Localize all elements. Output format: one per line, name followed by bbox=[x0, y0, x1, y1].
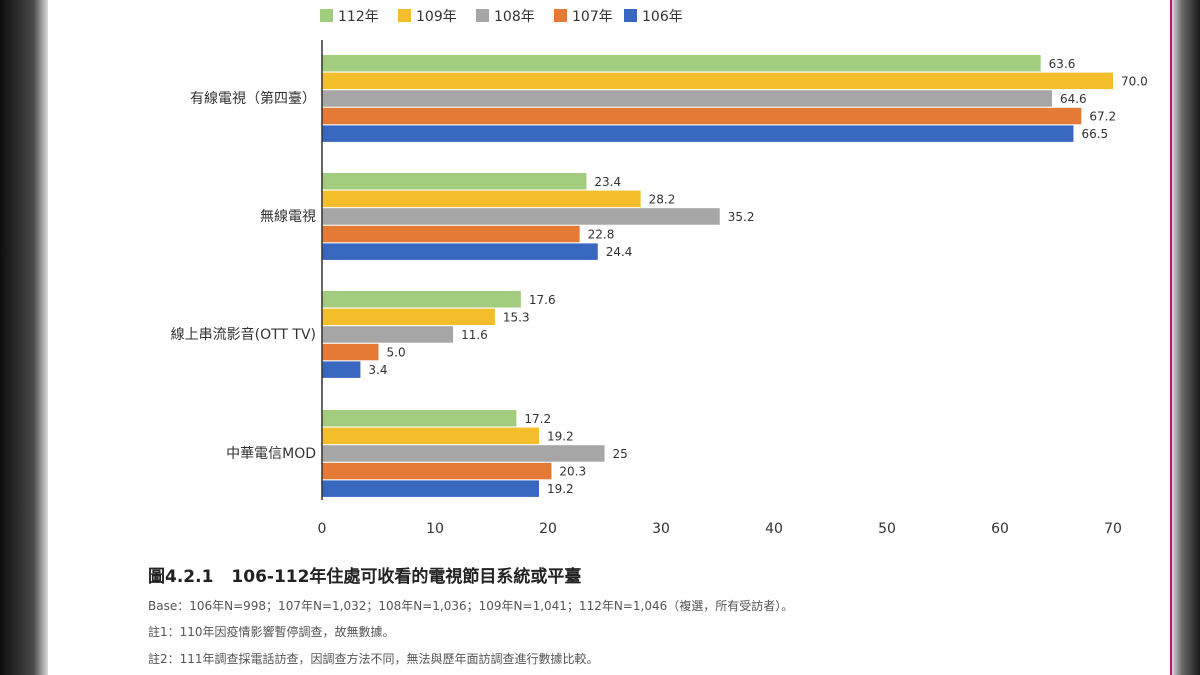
category-label: 有線電視（第四臺） bbox=[190, 90, 316, 107]
x-tick-label: 30 bbox=[652, 521, 670, 537]
figure-id: 圖4.2.1 bbox=[148, 567, 214, 587]
data-label: 20.3 bbox=[559, 465, 586, 479]
data-label: 17.6 bbox=[529, 293, 556, 307]
category-label: 中華電信MOD bbox=[226, 446, 316, 462]
bar bbox=[322, 243, 598, 260]
base-note: Base：106年N=998；107年N=1,032；108年N=1,036；1… bbox=[148, 599, 794, 613]
data-label: 63.6 bbox=[1049, 57, 1076, 71]
bar bbox=[322, 190, 641, 208]
bar bbox=[322, 462, 552, 480]
data-label: 67.2 bbox=[1089, 110, 1116, 124]
bar bbox=[322, 480, 539, 497]
legend-label: 107年 bbox=[572, 9, 613, 25]
figure-caption: 圖4.2.1 106-112年住處可收看的電視節目系統或平臺 bbox=[148, 562, 581, 587]
data-label: 25 bbox=[613, 447, 628, 461]
bar bbox=[322, 343, 379, 361]
data-label: 3.4 bbox=[368, 363, 387, 377]
data-label: 5.0 bbox=[387, 346, 406, 360]
category-label: 線上串流影音(OTT TV) bbox=[171, 326, 316, 343]
bar bbox=[322, 445, 605, 462]
x-tick-label: 50 bbox=[878, 521, 896, 537]
legend-label: 106年 bbox=[642, 9, 683, 25]
data-label: 19.2 bbox=[547, 482, 574, 496]
legend-swatch bbox=[320, 9, 333, 22]
figure-title: 106-112年住處可收看的電視節目系統或平臺 bbox=[231, 567, 582, 587]
data-label: 22.8 bbox=[588, 228, 615, 242]
data-label: 66.5 bbox=[1081, 127, 1108, 141]
bar bbox=[322, 427, 539, 445]
bar bbox=[322, 90, 1052, 107]
data-label: 19.2 bbox=[547, 429, 574, 443]
category-label: 無線電視 bbox=[260, 209, 316, 225]
note-2: 註2：111年調查採電話訪查，因調查方法不同，無法與歷年面訪調查進行數據比較。 bbox=[148, 652, 599, 666]
page-edge-rule bbox=[1170, 0, 1172, 675]
legend-swatch bbox=[476, 9, 489, 22]
x-tick-label: 20 bbox=[539, 521, 557, 537]
bar-chart: 112年 109年 108年 107年 106年 63.6 70.0 64.667.2 66.5… bbox=[171, 9, 1148, 537]
bar bbox=[322, 125, 1074, 142]
legend-label: 109年 bbox=[416, 9, 457, 25]
data-label: 17.2 bbox=[524, 412, 551, 426]
left-screen-edge bbox=[0, 0, 48, 675]
bar bbox=[322, 410, 517, 427]
bar bbox=[322, 72, 1113, 90]
bar bbox=[322, 361, 361, 378]
bar bbox=[322, 173, 587, 190]
data-label: 23.4 bbox=[594, 175, 621, 189]
data-label: 64.6 bbox=[1060, 92, 1087, 106]
legend-swatch bbox=[398, 9, 411, 22]
data-label: 28.2 bbox=[649, 192, 676, 206]
bar bbox=[322, 208, 720, 225]
data-label: 24.4 bbox=[606, 245, 633, 259]
bar bbox=[322, 225, 580, 243]
x-tick-label: 70 bbox=[1104, 521, 1122, 537]
legend-swatch bbox=[624, 9, 637, 22]
data-label: 35.2 bbox=[728, 210, 755, 224]
legend-swatch bbox=[554, 9, 567, 22]
x-tick-label: 40 bbox=[765, 521, 783, 537]
data-label: 11.6 bbox=[461, 328, 488, 342]
x-tick-label: 0 bbox=[318, 521, 327, 537]
note-1: 註1：110年因疫情影響暫停調查，故無數據。 bbox=[148, 625, 395, 639]
bar bbox=[322, 55, 1041, 72]
bar bbox=[322, 308, 495, 326]
chart-page: 112年 109年 108年 107年 106年 63.6 70.0 64.6 67.2 66.5… bbox=[48, 0, 1172, 675]
data-label: 70.0 bbox=[1121, 74, 1148, 88]
data-label: 15.3 bbox=[503, 310, 530, 324]
legend-label: 108年 bbox=[494, 9, 535, 25]
right-screen-edge bbox=[1172, 0, 1200, 675]
x-tick-label: 60 bbox=[991, 521, 1009, 537]
x-tick-label: 10 bbox=[426, 521, 444, 537]
bar bbox=[322, 291, 521, 308]
bar bbox=[322, 107, 1082, 125]
bar bbox=[322, 326, 454, 343]
legend-label: 112年 bbox=[338, 9, 379, 25]
